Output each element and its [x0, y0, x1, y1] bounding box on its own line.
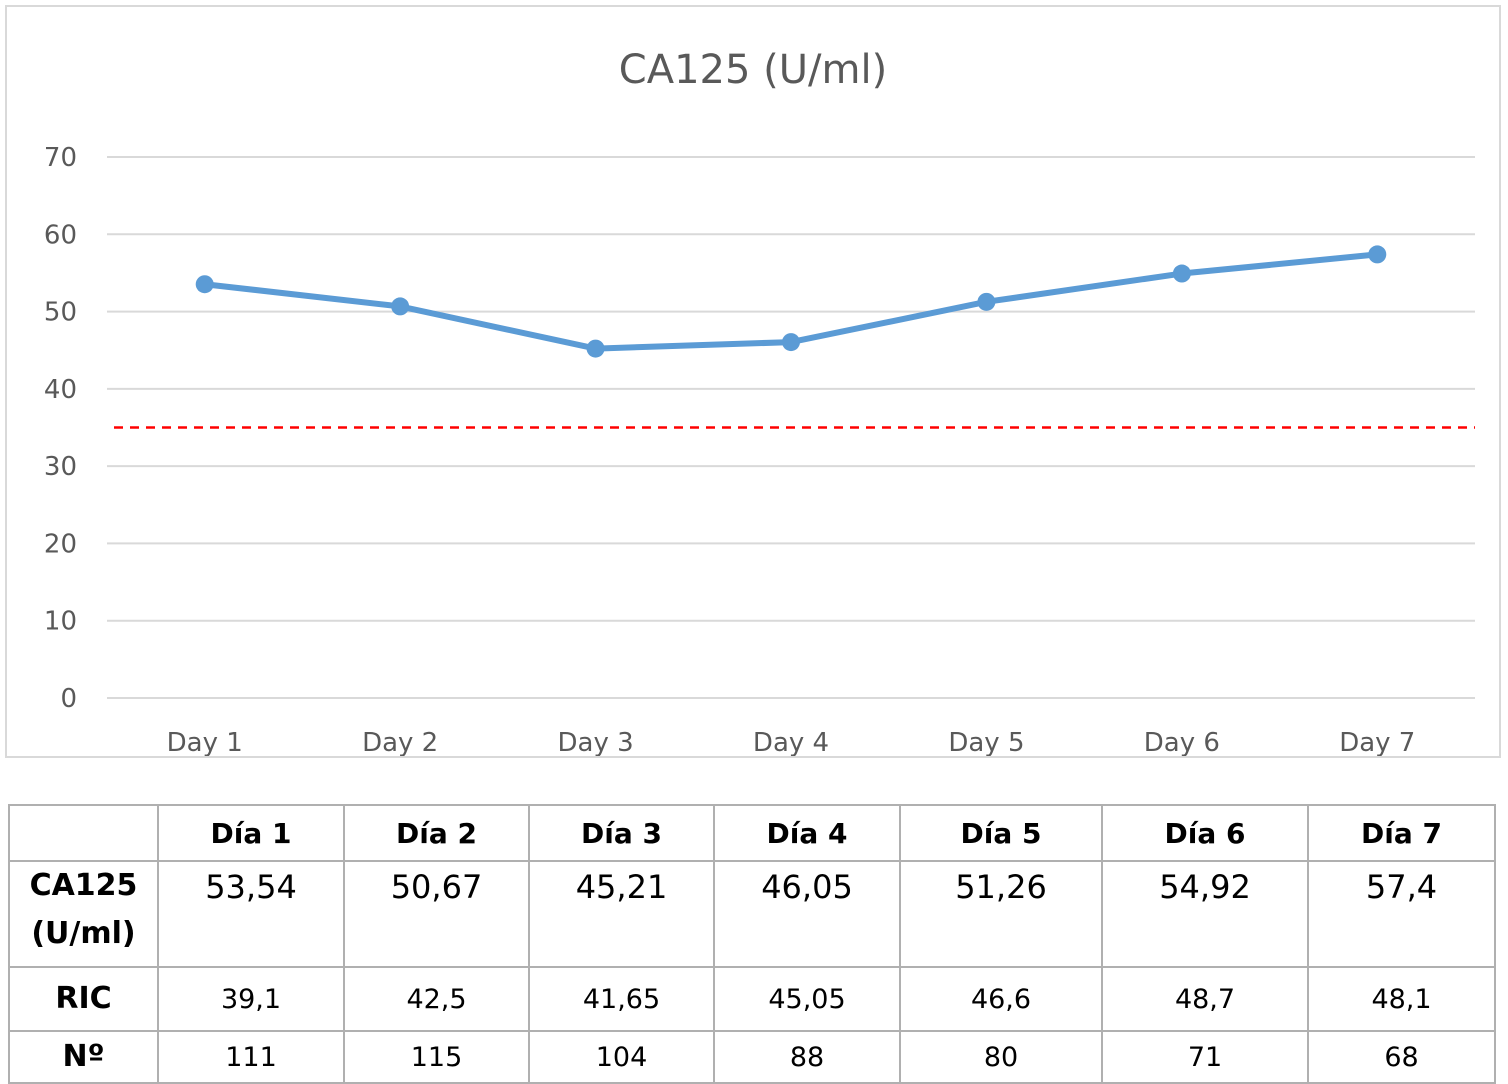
table-cell: 80 [899, 1030, 1103, 1084]
data-point [586, 339, 605, 358]
table-cell: 57,4 [1307, 860, 1496, 968]
data-point [1172, 264, 1191, 283]
row-label-ric: RIC [8, 966, 159, 1032]
table-cell: 71 [1101, 1030, 1309, 1084]
table-header-row: Día 1 Día 2 Día 3 Día 4 Día 5 Día 6 Día … [8, 804, 1496, 862]
table-header-corner [8, 804, 159, 862]
table-cell: 68 [1307, 1030, 1496, 1084]
row-label-ca125: CA125 (U/ml) [8, 860, 159, 968]
table-header-day-7: Día 7 [1307, 804, 1496, 862]
x-tick-label: Day 5 [948, 728, 1024, 756]
table-cell: 39,1 [157, 966, 345, 1032]
chart-title: CA125 (U/ml) [619, 47, 887, 93]
data-point [1368, 245, 1387, 264]
table-cell: 54,92 [1101, 860, 1309, 968]
table-row-ca125: CA125 (U/ml) 53,54 50,67 45,21 46,05 51,… [8, 860, 1496, 968]
y-tick-label: 10 [44, 607, 77, 637]
table-cell: 42,5 [343, 966, 530, 1032]
table-cell: 115 [343, 1030, 530, 1084]
row-label-ca125-line2: (U/ml) [31, 916, 136, 951]
x-tick-label: Day 1 [167, 728, 243, 756]
table-cell: 48,7 [1101, 966, 1309, 1032]
series-group [195, 245, 1387, 358]
table-cell: 50,67 [343, 860, 530, 968]
table-row-ric: RIC 39,1 42,5 41,65 45,05 46,6 48,7 48,1 [8, 966, 1496, 1032]
table-row-n: Nº 111 115 104 88 80 71 68 [8, 1030, 1496, 1084]
table-cell: 45,05 [713, 966, 901, 1032]
x-tick-label: Day 6 [1144, 728, 1220, 756]
table-cell: 88 [713, 1030, 901, 1084]
x-tick-label: Day 3 [557, 728, 633, 756]
y-tick-label: 20 [44, 529, 77, 559]
table-header-day-6: Día 6 [1101, 804, 1309, 862]
table-cell: 45,21 [528, 860, 715, 968]
table-cell: 111 [157, 1030, 345, 1084]
y-tick-label: 60 [44, 220, 77, 250]
table-cell: 46,6 [899, 966, 1103, 1032]
table-cell: 53,54 [157, 860, 345, 968]
table-cell: 48,1 [1307, 966, 1496, 1032]
row-label-n: Nº [8, 1030, 159, 1084]
y-tick-label: 40 [44, 375, 77, 405]
x-axis-tick-labels: Day 1 Day 2 Day 3 Day 4 Day 5 Day 6 Day 7 [167, 728, 1416, 756]
table-header-day-5: Día 5 [899, 804, 1103, 862]
table-cell: 51,26 [899, 860, 1103, 968]
y-tick-label: 30 [44, 452, 77, 482]
data-point [195, 275, 214, 294]
table-header-day-1: Día 1 [157, 804, 345, 862]
table-header-day-4: Día 4 [713, 804, 901, 862]
x-tick-label: Day 4 [753, 728, 829, 756]
table-cell: 41,65 [528, 966, 715, 1032]
x-tick-label: Day 2 [362, 728, 438, 756]
table-cell: 46,05 [713, 860, 901, 968]
table-header-day-3: Día 3 [528, 804, 715, 862]
y-axis-tick-labels: 0 10 20 30 40 50 60 70 [44, 143, 77, 714]
y-tick-label: 0 [60, 684, 77, 714]
gridlines [107, 156, 1475, 699]
data-point [977, 292, 996, 311]
y-tick-label: 50 [44, 298, 77, 328]
y-tick-label: 70 [44, 143, 77, 173]
x-tick-label: Day 7 [1339, 728, 1415, 756]
data-point [782, 333, 800, 352]
table-header-day-2: Día 2 [343, 804, 530, 862]
row-label-ca125-line1: CA125 [29, 868, 138, 903]
data-point [391, 297, 410, 316]
table-cell: 104 [528, 1030, 715, 1084]
data-table: Día 1 Día 2 Día 3 Día 4 Día 5 Día 6 Día … [8, 804, 1496, 1084]
